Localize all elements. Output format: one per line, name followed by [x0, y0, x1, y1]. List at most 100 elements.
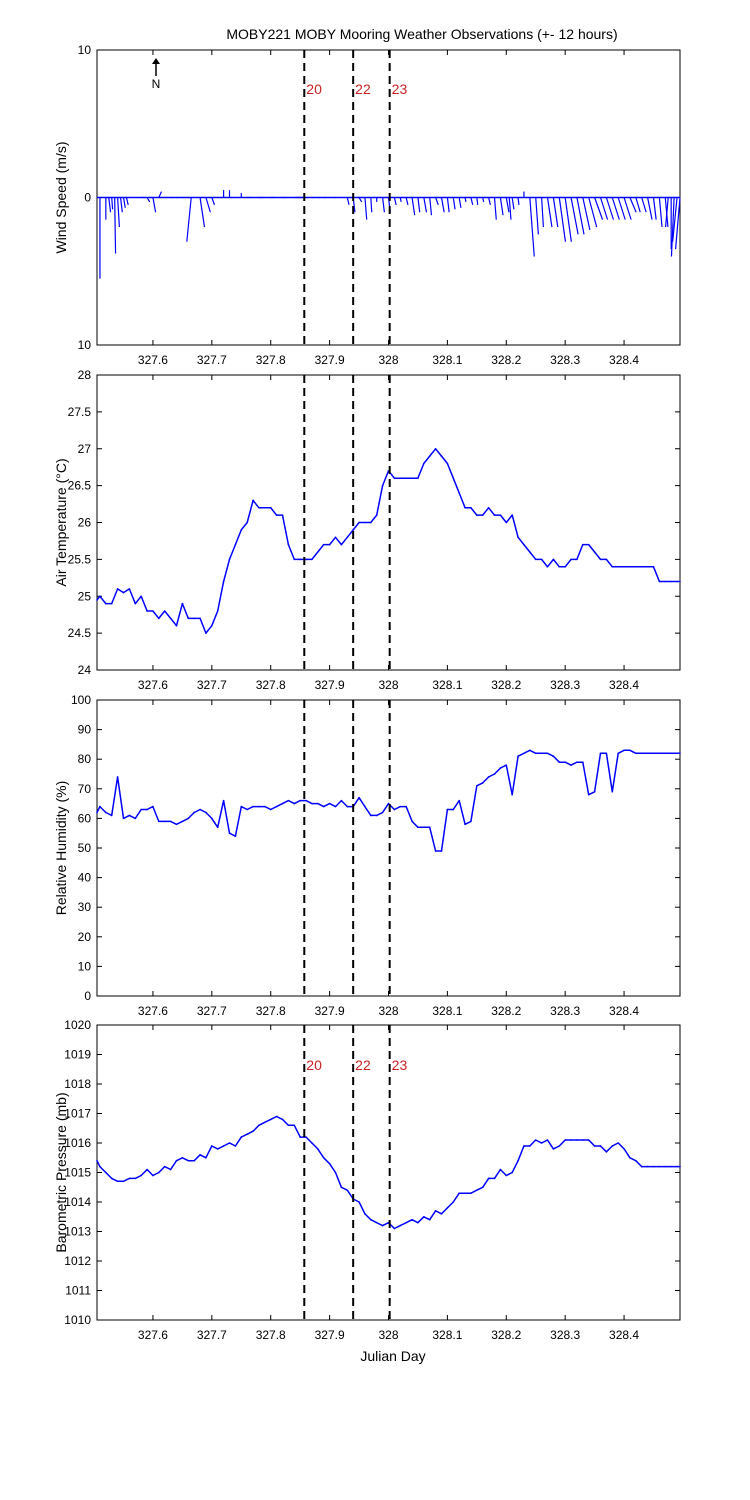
relative-humidity-data-point [299, 799, 301, 802]
air-temperature-data-point [370, 521, 372, 524]
relative-humidity-data-point [481, 782, 484, 784]
relative-humidity-data-point [564, 761, 566, 763]
air-temperature-ytick-label: 25 [78, 589, 92, 603]
north-label: N [152, 77, 161, 91]
air-temperature-data-point [346, 536, 349, 539]
panel-barometric-pressure: 1010 1011 1012 1013 1014 1015 1016 1017 1018 1019… [53, 1018, 681, 1342]
air-temperature-data-point [505, 521, 508, 524]
wind-wind-stick [446, 197, 450, 213]
wind-wind-stick [108, 197, 112, 213]
wind-xtick-label: 328.2 [491, 353, 521, 367]
relative-humidity-data-point [228, 832, 231, 834]
barometric-pressure-data-point [464, 1192, 466, 1194]
wind-wind-stick [672, 197, 678, 242]
barometric-pressure-xtick-label: 328.3 [550, 1328, 580, 1342]
barometric-pressure-data-point [582, 1139, 584, 1141]
relative-humidity-data-point [334, 805, 337, 808]
relative-humidity-data-point [534, 752, 537, 755]
relative-humidity-data-point [105, 811, 107, 814]
relative-humidity-data-point [546, 752, 549, 755]
barometric-pressure-data-point [287, 1124, 290, 1127]
air-temperature-data-point [635, 565, 637, 568]
wind-y-axis-label: Wind Speed (m/s) [53, 141, 69, 253]
air-temperature-data-point [499, 514, 502, 516]
barometric-pressure-data-point [440, 1213, 443, 1215]
wind-wind-stick [493, 197, 497, 220]
air-temperature-xtick-label: 328.3 [550, 678, 580, 692]
relative-humidity-data-point [216, 826, 219, 829]
air-temperature-data-point [340, 543, 343, 546]
wind-wind-stick [346, 197, 350, 206]
air-temperature-data-point [96, 599, 98, 601]
barometric-pressure-data-point [258, 1124, 260, 1127]
barometric-pressure-data-point [105, 1171, 107, 1174]
wind-wind-stick [658, 197, 663, 228]
barometric-pressure-data-point [393, 1227, 396, 1230]
air-temperature-data-point [99, 595, 101, 598]
air-temperature-xtick-label: 328.2 [491, 678, 521, 692]
wind-wind-stick [364, 197, 368, 220]
barometric-pressure-data-point [246, 1133, 248, 1135]
relative-humidity-data-point [452, 808, 455, 811]
air-temperature-ytick-label: 27 [78, 442, 92, 456]
barometric-pressure-data-point [611, 1145, 614, 1147]
barometric-pressure-data-point [346, 1189, 349, 1191]
air-temperature-y-axis-label: Air Temperature (°C) [53, 458, 69, 586]
air-temperature-ytick-label: 24 [78, 663, 92, 677]
wind-wind-stick [635, 197, 641, 213]
relative-humidity-data-point [96, 811, 98, 814]
barometric-pressure-data-point [134, 1177, 137, 1180]
air-temperature-data-point [558, 565, 561, 568]
wind-wind-stick [535, 197, 539, 235]
relative-humidity-data-point [523, 752, 525, 755]
wind-wind-stick [114, 197, 117, 254]
wind-xtick-label: 327.7 [197, 353, 227, 367]
air-temperature-data-point [676, 580, 678, 583]
relative-humidity-data-point [670, 752, 672, 755]
barometric-pressure-data-point [529, 1145, 531, 1147]
barometric-pressure-data-point [240, 1136, 243, 1138]
barometric-pressure-data-point [664, 1165, 667, 1168]
barometric-pressure-data-point [617, 1142, 619, 1144]
relative-humidity-data-point [181, 820, 184, 823]
wind-wind-stick [508, 197, 512, 220]
wind-wind-stick [382, 197, 385, 213]
relative-humidity-ytick-label: 20 [78, 930, 92, 944]
barometric-pressure-data-point [587, 1139, 590, 1141]
wind-wind-stick [370, 197, 373, 213]
air-temperature-xtick-label: 328 [378, 678, 398, 692]
barometric-pressure-data-point [275, 1115, 278, 1118]
barometric-pressure-data-point [375, 1221, 378, 1224]
wind-wind-stick [158, 191, 163, 198]
barometric-pressure-ytick-label: 1011 [65, 1284, 91, 1298]
barometric-pressure-data-point [576, 1139, 578, 1141]
barometric-pressure-ytick-label: 1010 [64, 1313, 91, 1327]
relative-humidity-data-point [99, 805, 101, 808]
barometric-pressure-data-point [640, 1165, 643, 1168]
relative-humidity-data-point [487, 776, 490, 778]
air-temperature-data-point [358, 521, 360, 524]
barometric-pressure-data-point [399, 1224, 402, 1227]
air-temperature-data-point [222, 580, 225, 583]
relative-humidity-data-point [305, 799, 307, 802]
wind-wind-stick [211, 197, 216, 206]
air-temperature-data-point [679, 580, 681, 583]
relative-humidity-data-point [664, 752, 667, 755]
relative-humidity-data-point [175, 823, 178, 826]
barometric-pressure-data-point [252, 1130, 254, 1132]
air-temperature-data-point [570, 558, 572, 561]
air-temperature-data-point [529, 551, 531, 553]
wind-wind-stick [199, 197, 206, 228]
air-temperature-data-point [611, 565, 614, 568]
barometric-pressure-data-point [305, 1136, 307, 1138]
air-temperature-ytick-label: 27.5 [68, 405, 92, 419]
relative-humidity-data-point [676, 752, 678, 755]
barometric-pressure-data-point [152, 1174, 154, 1177]
air-temperature-data-point [464, 506, 466, 509]
relative-humidity-data-point [116, 776, 119, 778]
wind-wind-stick [440, 197, 445, 213]
air-temperature-data-point [640, 565, 643, 568]
barometric-pressure-xtick-label: 327.6 [138, 1328, 168, 1342]
air-temperature-data-point [175, 624, 178, 627]
north-arrow-head-icon [152, 58, 160, 64]
